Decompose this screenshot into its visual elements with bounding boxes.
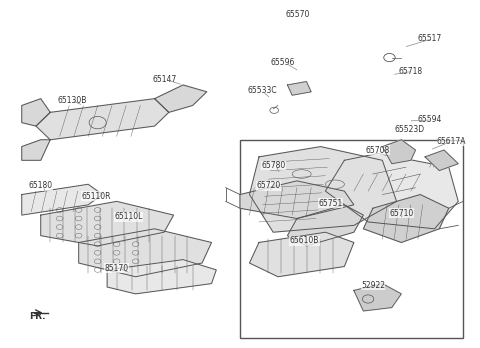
Polygon shape	[79, 229, 212, 277]
Polygon shape	[325, 153, 458, 229]
Text: 65594: 65594	[418, 116, 442, 124]
Text: 65718: 65718	[399, 67, 423, 76]
Text: 65130B: 65130B	[57, 96, 87, 105]
Text: 65517: 65517	[418, 34, 442, 43]
Polygon shape	[22, 140, 50, 160]
Text: FR.: FR.	[29, 311, 46, 321]
Polygon shape	[250, 232, 354, 277]
Polygon shape	[36, 99, 169, 140]
Polygon shape	[250, 147, 396, 232]
Bar	[240, 140, 463, 338]
Polygon shape	[288, 205, 363, 246]
Polygon shape	[22, 99, 50, 126]
Polygon shape	[288, 81, 311, 95]
Polygon shape	[354, 284, 401, 311]
Text: 65596: 65596	[271, 58, 295, 67]
Polygon shape	[155, 85, 207, 112]
Text: 65617A: 65617A	[437, 137, 467, 146]
Text: 65751: 65751	[318, 199, 343, 208]
Text: 65110L: 65110L	[114, 212, 143, 221]
Polygon shape	[425, 150, 458, 171]
Text: 65710: 65710	[389, 209, 414, 218]
Polygon shape	[383, 140, 416, 164]
Text: 65180: 65180	[29, 182, 53, 190]
Text: 65533C: 65533C	[247, 86, 277, 95]
Polygon shape	[240, 181, 354, 219]
Text: 65147: 65147	[152, 75, 177, 84]
Text: 65110R: 65110R	[81, 192, 110, 201]
Text: 65523D: 65523D	[394, 125, 424, 134]
Polygon shape	[22, 184, 102, 215]
Text: 85170: 85170	[105, 264, 129, 273]
Polygon shape	[363, 195, 449, 243]
Text: 65610B: 65610B	[290, 236, 319, 245]
Polygon shape	[107, 260, 216, 294]
Text: 65720: 65720	[257, 182, 281, 190]
Text: 65780: 65780	[261, 161, 286, 170]
Polygon shape	[41, 201, 174, 246]
Text: 65708: 65708	[366, 145, 390, 155]
Text: 65570: 65570	[285, 10, 310, 19]
Text: 52922: 52922	[361, 281, 385, 290]
